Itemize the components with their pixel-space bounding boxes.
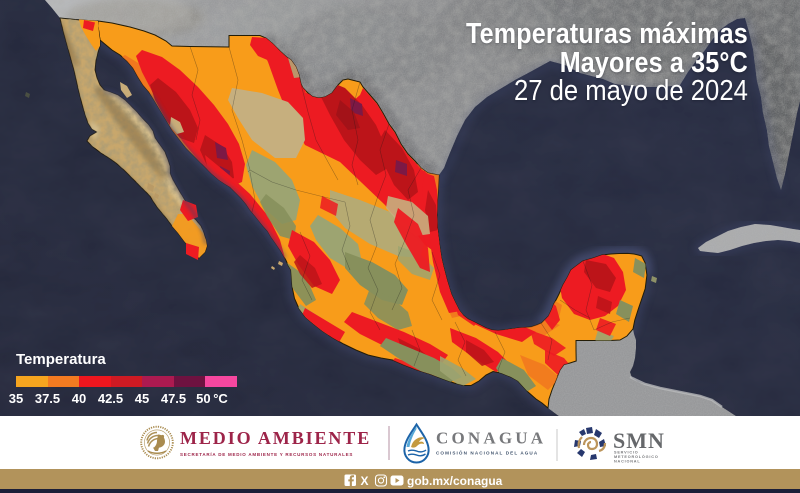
svg-text:SERVICIO: SERVICIO [614,451,638,455]
svg-text:NACIONAL: NACIONAL [614,460,640,464]
svg-text:SMN: SMN [613,428,665,453]
svg-text:X: X [361,474,369,488]
svg-text:CONAGUA: CONAGUA [436,429,546,448]
svg-text:SECRETARÍA DE MEDIO AMBIENTE Y: SECRETARÍA DE MEDIO AMBIENTE Y RECURSOS … [180,450,353,457]
svg-text:METEOROLÓGICO: METEOROLÓGICO [614,454,659,459]
svg-text:gob.mx/conagua: gob.mx/conagua [407,474,503,488]
svg-text:COMISIÓN NACIONAL DEL AGUA: COMISIÓN NACIONAL DEL AGUA [436,449,538,456]
svg-text:MEDIO AMBIENTE: MEDIO AMBIENTE [180,428,371,448]
